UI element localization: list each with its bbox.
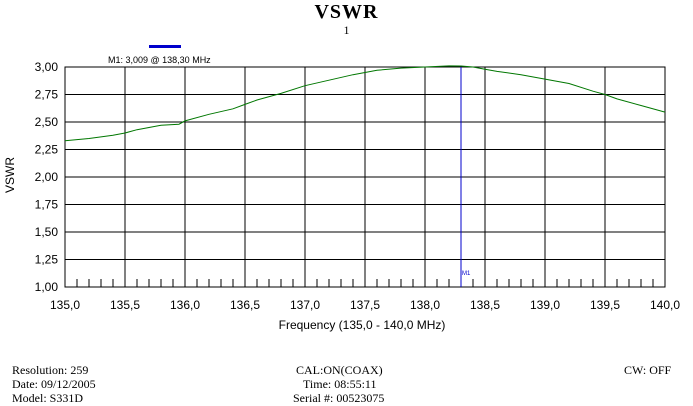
y-tick-label: 2,25 [35, 143, 59, 157]
vswr-chart: 135,0 135,5 136,0 136,5 137,0 137,5 138,0 138,5… [3, 60, 680, 332]
y-tick-label: 2,75 [35, 88, 59, 102]
y-tick-label: 2,00 [35, 170, 59, 184]
chart-subtitle: 1 [343, 23, 350, 37]
cal-text: CAL:ON(COAX) [296, 363, 383, 377]
vswr-series-line [64, 65, 666, 142]
y-tick-label: 3,00 [35, 60, 59, 74]
y-axis-label: VSWR [3, 157, 17, 193]
y-tick-label: 1,75 [35, 198, 59, 212]
y-tick-label: 1,00 [35, 280, 59, 294]
time-text: Time: 08:55:11 [303, 377, 377, 391]
x-tick-label: 136,0 [170, 298, 200, 312]
x-tick-label: 138,0 [410, 298, 440, 312]
x-tick-label: 137,5 [350, 298, 380, 312]
resolution-text: Resolution: 259 [12, 363, 89, 377]
x-tick-label: 137,0 [290, 298, 320, 312]
x-tick-label: 140,0 [650, 298, 680, 312]
marker-legend-swatch [149, 45, 181, 48]
marker-m1-tag: M1 [462, 271, 471, 277]
chart-title: VSWR [314, 1, 379, 23]
x-tick-label: 136,5 [230, 298, 260, 312]
y-tick-label: 1,50 [35, 225, 59, 239]
y-tick-label: 1,25 [35, 253, 59, 267]
x-tick-label: 139,0 [530, 298, 560, 312]
marker-readout: M1: 3,009 @ 138,30 MHz [108, 55, 211, 65]
date-text: Date: 09/12/2005 [12, 377, 96, 391]
x-tick-label: 139,5 [590, 298, 620, 312]
model-text: Model: S331D [12, 391, 84, 405]
x-tick-label: 135,0 [50, 298, 80, 312]
x-tick-label: 135,5 [110, 298, 140, 312]
cw-text: CW: OFF [624, 363, 672, 377]
x-axis-label: Frequency (135,0 - 140,0 MHz) [279, 318, 446, 332]
serial-text: Serial #: 00523075 [293, 391, 385, 405]
y-tick-label: 2,50 [35, 115, 59, 129]
x-tick-label: 138,5 [470, 298, 500, 312]
